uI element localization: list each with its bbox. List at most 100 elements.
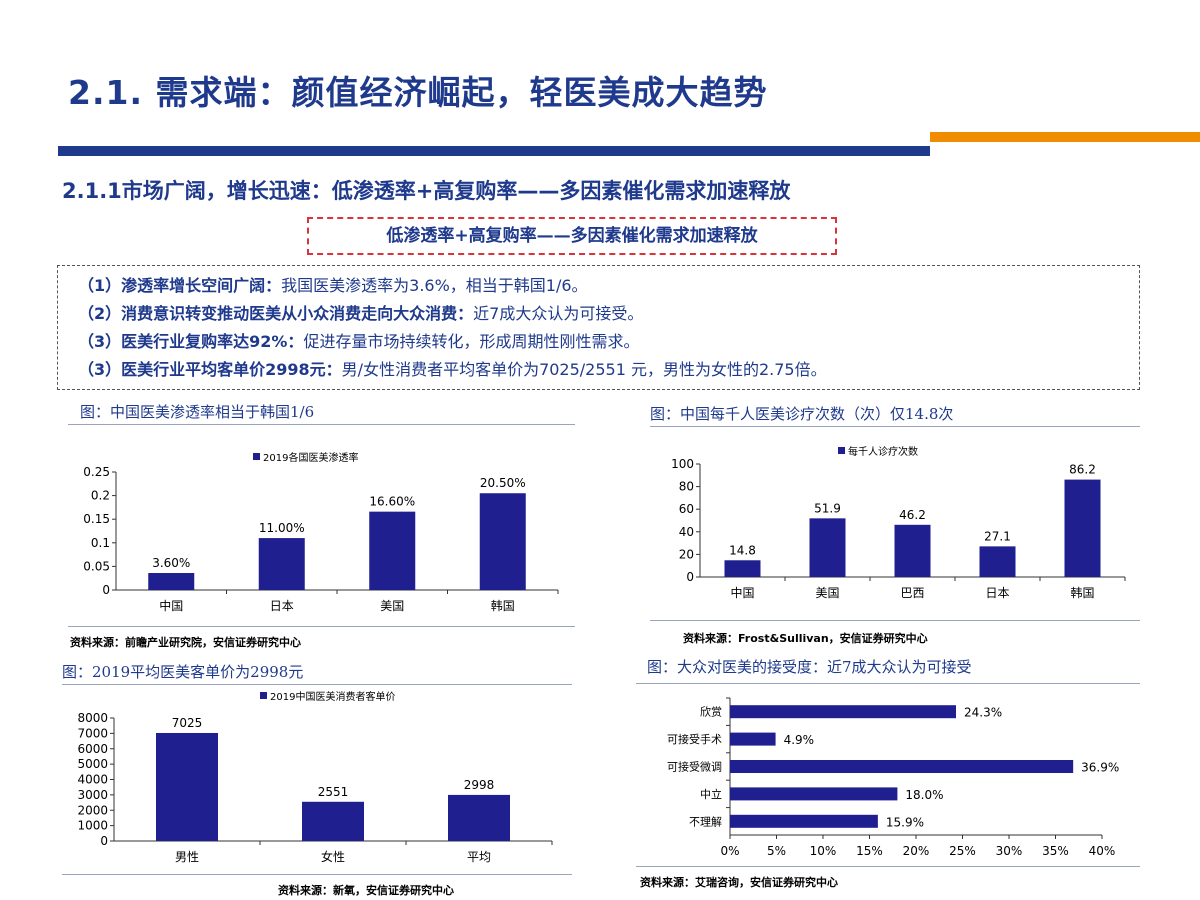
bar <box>730 814 878 828</box>
bar <box>979 546 1016 577</box>
key-point: （2）消费意识转变推动医美从小众消费走向大众消费：近7成大众认为可接受。 <box>78 300 1139 328</box>
y-tick-label: 可接受微调 <box>667 760 722 774</box>
figure-caption: 图：大众对医美的接受度：近7成大众认为可接受 <box>647 658 972 676</box>
penetration-chart: 0 0.05 0.1 0.15 0.2 0.25 3.60% 中国 11.00% 日本 16.60%… <box>68 440 578 630</box>
data-label: 11.00% <box>259 521 305 535</box>
legend-swatch <box>253 453 260 460</box>
data-label: 3.60% <box>152 556 190 570</box>
bar <box>730 705 956 719</box>
title-underline-bar <box>58 146 930 156</box>
y-tick-label: 1000 <box>77 819 108 833</box>
caption-rule <box>636 683 1140 684</box>
data-label: 14.8 <box>729 543 756 557</box>
bar <box>809 518 846 577</box>
legend-label: 2019中国医美消费者客单价 <box>270 690 395 703</box>
key-point-head: （1）渗透率增长空间广阔： <box>78 276 282 295</box>
y-tick-label: 60 <box>679 502 694 516</box>
key-point-body: 我国医美渗透率为3.6%，相当于韩国1/6。 <box>281 276 588 295</box>
y-tick-label: 20 <box>679 547 694 561</box>
caption-rule <box>68 424 575 425</box>
figure-caption: 图：中国医美渗透率相当于韩国1/6 <box>80 403 315 421</box>
data-label: 51.9 <box>814 501 841 515</box>
source-rule <box>636 866 1140 867</box>
data-label: 20.50% <box>480 476 526 490</box>
x-tick-label: 10% <box>810 844 837 858</box>
y-tick-label: 0 <box>686 570 694 584</box>
x-tick-label: 平均 <box>467 850 491 864</box>
bar <box>730 732 776 746</box>
y-tick-label: 0.25 <box>83 465 110 479</box>
figure-source: 资料来源：新氧，安信证券研究中心 <box>278 884 454 897</box>
data-label: 27.1 <box>984 529 1011 543</box>
ticket-price-chart: 0 1000 2000 3000 4000 5000 6000 7000 8000 7025 男性 2… <box>62 688 572 873</box>
figure-source: 资料来源：前瞻产业研究院，安信证券研究中心 <box>70 636 301 649</box>
figure-caption: 图：2019平均医美客单价为2998元 <box>62 663 304 681</box>
y-tick-label: 100 <box>671 457 694 471</box>
bar <box>369 511 416 590</box>
figure-caption: 图：中国每千人医美诊疗次数（次）仅14.8次 <box>650 405 954 423</box>
x-tick-label: 日本 <box>985 586 1009 600</box>
x-tick-label: 美国 <box>380 599 404 613</box>
y-tick-label: 欣赏 <box>700 705 722 719</box>
data-label: 18.0% <box>905 788 943 802</box>
bar <box>730 760 1074 773</box>
acceptance-chart: 0% 5% 10% 15% 20% 25% 30% 35% 40% 24.3% 欣赏 4.9% 可接受手… <box>636 690 1140 865</box>
key-point: （3）医美行业复购率达92%：促进存量市场持续转化，形成周期性刚性需求。 <box>78 328 1139 356</box>
y-tick-label: 0.2 <box>91 489 110 503</box>
y-tick-label: 0.05 <box>83 559 110 573</box>
x-tick-label: 35% <box>1042 844 1069 858</box>
source-rule <box>650 620 1140 621</box>
legend-label: 2019各国医美渗透率 <box>263 451 358 464</box>
x-tick-label: 韩国 <box>491 598 515 613</box>
data-label: 16.60% <box>369 495 415 509</box>
y-tick-label: 0 <box>102 583 110 597</box>
y-tick-label: 40 <box>679 525 694 539</box>
bar <box>302 801 364 841</box>
x-tick-label: 美国 <box>815 586 839 600</box>
bar <box>894 524 931 577</box>
x-tick-label: 5% <box>767 844 786 858</box>
y-tick-label: 80 <box>679 480 694 494</box>
source-rule <box>68 626 575 627</box>
data-label: 24.3% <box>964 706 1002 720</box>
data-label: 15.9% <box>886 815 924 829</box>
x-tick-label: 40% <box>1089 844 1116 858</box>
bar <box>156 732 218 841</box>
x-tick-label: 日本 <box>270 599 294 613</box>
data-label: 2998 <box>464 778 495 792</box>
key-point-body: 男/女性消费者平均客单价为7025/2551 元，男性为女性的2.75倍。 <box>341 360 827 379</box>
visits-chart: 0 20 40 60 80 100 14.8 中国 51.9 美国 46.2 巴西 27.1 日本 86.2… <box>650 440 1140 620</box>
x-tick-label: 中国 <box>730 585 754 600</box>
key-point-head: （3）医美行业复购率达92%： <box>78 332 304 351</box>
data-label: 2551 <box>318 785 349 799</box>
key-point: （1）渗透率增长空间广阔：我国医美渗透率为3.6%，相当于韩国1/6。 <box>78 272 1139 300</box>
y-tick-label: 可接受手术 <box>667 732 722 746</box>
data-label: 7025 <box>172 716 203 730</box>
section-subtitle: 2.1.1市场广阔，增长迅速：低渗透率+高复购率——多因素催化需求加速释放 <box>62 179 791 203</box>
x-tick-label: 20% <box>903 844 930 858</box>
key-point: （3）医美行业平均客单价2998元：男/女性消费者平均客单价为7025/2551… <box>78 356 1139 384</box>
x-tick-label: 男性 <box>175 850 199 864</box>
x-tick-label: 15% <box>856 844 883 858</box>
y-tick-label: 6000 <box>77 742 108 756</box>
y-tick-label: 7000 <box>77 726 108 740</box>
bar <box>148 573 195 590</box>
y-tick-label: 中立 <box>700 787 722 801</box>
x-tick-label: 巴西 <box>900 586 924 600</box>
x-tick-label: 韩国 <box>1070 585 1094 600</box>
page-title: 2.1. 需求端：颜值经济崛起，轻医美成大趋势 <box>68 73 768 112</box>
x-tick-label: 25% <box>949 844 976 858</box>
caption-rule <box>650 426 1140 427</box>
y-tick-label: 0.15 <box>83 512 110 526</box>
data-label: 46.2 <box>899 508 926 522</box>
bar <box>448 794 510 841</box>
highlight-box: 低渗透率+高复购率——多因素催化需求加速释放 <box>307 217 837 255</box>
y-tick-label: 8000 <box>77 711 108 725</box>
legend-label: 每千人诊疗次数 <box>848 445 918 458</box>
key-point-body: 近7成大众认为可接受。 <box>473 304 644 323</box>
key-point-head: （2）消费意识转变推动医美从小众消费走向大众消费： <box>78 304 474 323</box>
legend-swatch <box>260 692 267 699</box>
data-label: 36.9% <box>1081 761 1119 775</box>
x-tick-label: 女性 <box>321 849 345 864</box>
bar <box>730 787 898 801</box>
